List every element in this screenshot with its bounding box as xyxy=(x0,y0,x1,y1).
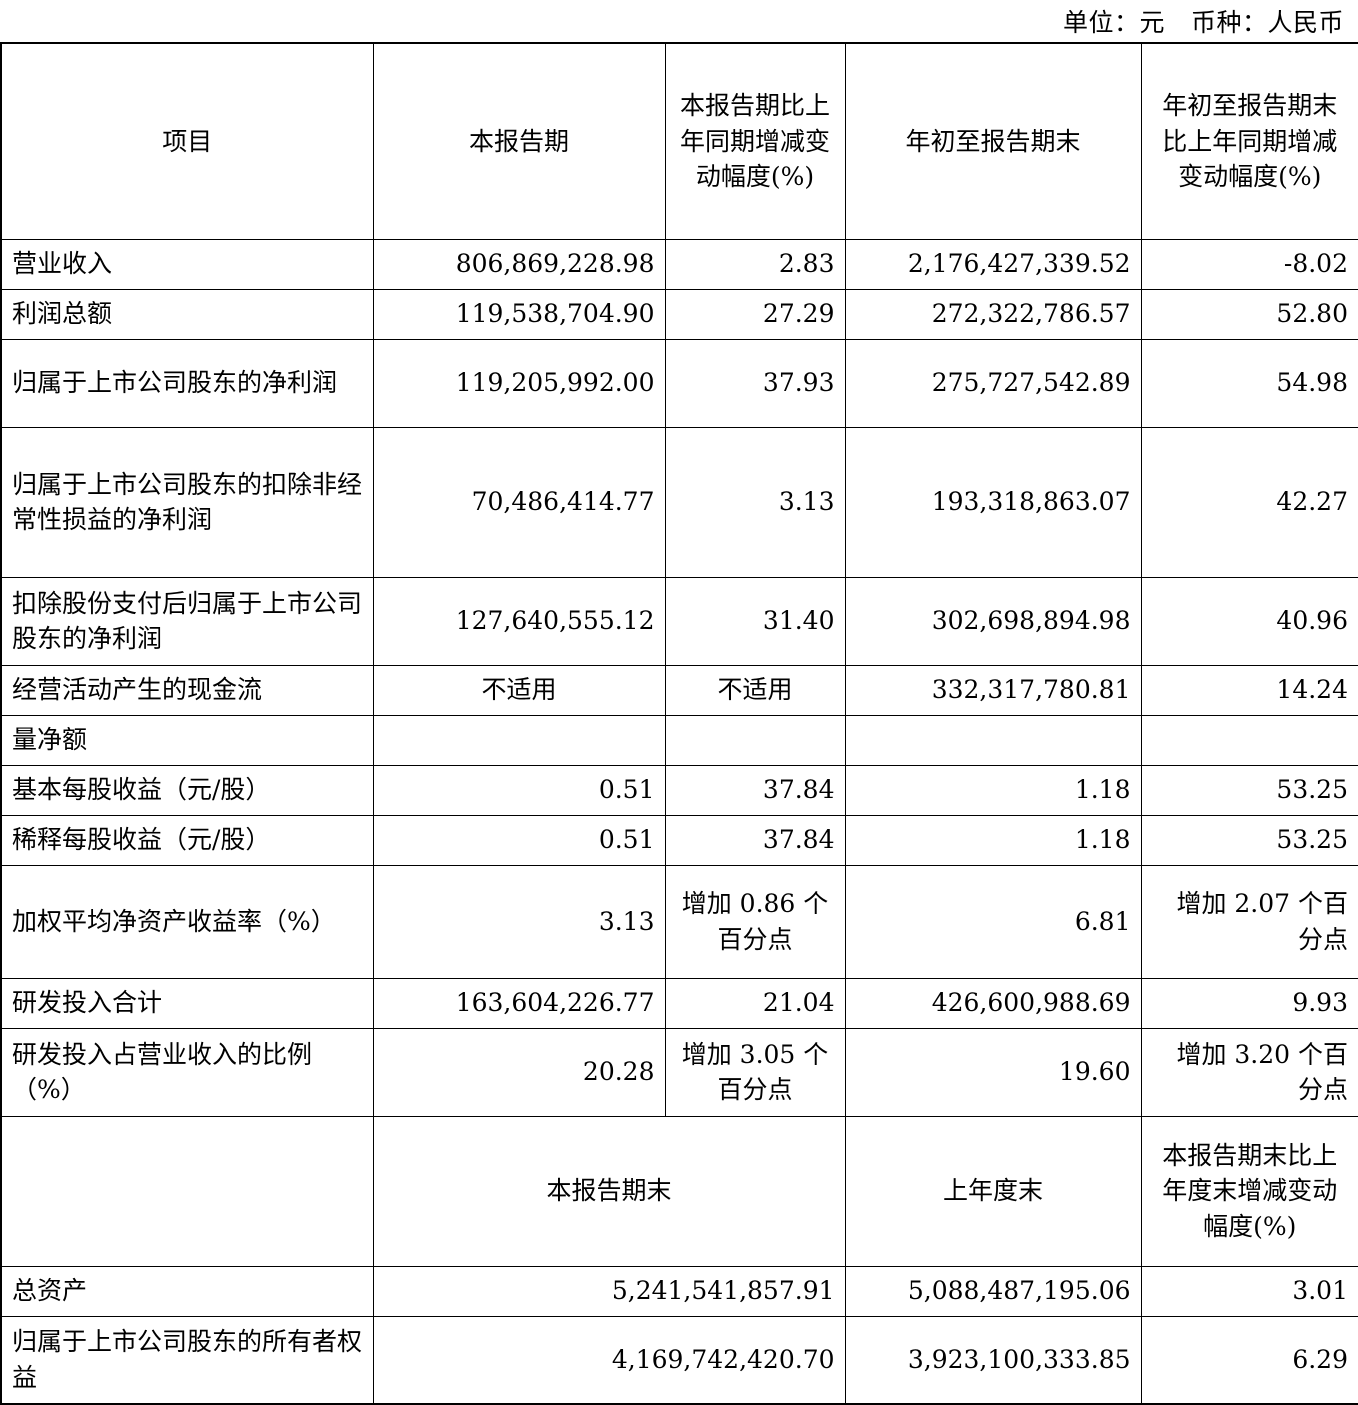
row-label: 研发投入合计 xyxy=(0,977,374,1029)
row-value: 增加 3.20 个百分点 xyxy=(1140,1027,1358,1117)
row-value: 70,486,414.77 xyxy=(372,426,666,578)
table-row: 营业收入 806,869,228.98 2.83 2,176,427,339.5… xyxy=(0,238,1358,290)
header-prev-year-end: 上年度末 xyxy=(844,1115,1142,1267)
row-value: 0.51 xyxy=(372,814,666,866)
table-row: 总资产 5,241,541,857.91 5,088,487,195.06 3.… xyxy=(0,1265,1358,1317)
row-value: 42.27 xyxy=(1140,426,1358,578)
row-value xyxy=(1140,714,1358,766)
row-value: 增加 2.07 个百分点 xyxy=(1140,864,1358,979)
table-row: 利润总额 119,538,704.90 27.29 272,322,786.57… xyxy=(0,288,1358,340)
row-label: 归属于上市公司股东的所有者权益 xyxy=(0,1315,374,1405)
table-row: 扣除股份支付后归属于上市公司股东的净利润 127,640,555.12 31.4… xyxy=(0,576,1358,666)
row-label: 利润总额 xyxy=(0,288,374,340)
row-value xyxy=(372,714,666,766)
row-label: 营业收入 xyxy=(0,238,374,290)
row-value: 272,322,786.57 xyxy=(844,288,1142,340)
row-value: 不适用 xyxy=(372,664,666,716)
row-value: 6.81 xyxy=(844,864,1142,979)
row-value: -8.02 xyxy=(1140,238,1358,290)
row-value: 21.04 xyxy=(664,977,846,1029)
row-label: 量净额 xyxy=(0,714,374,766)
financial-summary-table: 项目 本报告期 本报告期比上年同期增减变动幅度(%) 年初至报告期末 年初至报告… xyxy=(0,42,1358,1405)
row-value: 119,205,992.00 xyxy=(372,338,666,428)
row-value: 37.84 xyxy=(664,814,846,866)
row-value: 0.51 xyxy=(372,764,666,816)
row-value: 332,317,780.81 xyxy=(844,664,1142,716)
currency-label: 币种：人民币 xyxy=(1190,8,1344,37)
header-balance-change: 本报告期末比上年度末增减变动幅度(%) xyxy=(1140,1115,1358,1267)
table-row: 量净额 xyxy=(0,714,1358,766)
table-header-row-main: 项目 本报告期 本报告期比上年同期增减变动幅度(%) 年初至报告期末 年初至报告… xyxy=(0,42,1358,240)
row-label: 经营活动产生的现金流 xyxy=(0,664,374,716)
row-value: 40.96 xyxy=(1140,576,1358,666)
table-row: 加权平均净资产收益率（%） 3.13 增加 0.86 个百分点 6.81 增加 … xyxy=(0,864,1358,979)
row-value: 53.25 xyxy=(1140,764,1358,816)
row-value: 3.13 xyxy=(372,864,666,979)
row-value: 3,923,100,333.85 xyxy=(844,1315,1142,1405)
table-row: 归属于上市公司股东的净利润 119,205,992.00 37.93 275,7… xyxy=(0,338,1358,428)
row-value: 54.98 xyxy=(1140,338,1358,428)
row-value: 37.93 xyxy=(664,338,846,428)
table-header-row-balance: 本报告期末 上年度末 本报告期末比上年度末增减变动幅度(%) xyxy=(0,1115,1358,1267)
header-item: 项目 xyxy=(0,42,374,240)
row-value: 4,169,742,420.70 xyxy=(372,1315,846,1405)
row-value: 5,241,541,857.91 xyxy=(372,1265,846,1317)
header-current-yoy: 本报告期比上年同期增减变动幅度(%) xyxy=(664,42,846,240)
row-value: 增加 3.05 个百分点 xyxy=(664,1027,846,1117)
row-label: 归属于上市公司股东的扣除非经常性损益的净利润 xyxy=(0,426,374,578)
row-value: 不适用 xyxy=(664,664,846,716)
row-value: 9.93 xyxy=(1140,977,1358,1029)
row-label: 扣除股份支付后归属于上市公司股东的净利润 xyxy=(0,576,374,666)
row-value: 127,640,555.12 xyxy=(372,576,666,666)
row-value: 806,869,228.98 xyxy=(372,238,666,290)
header-ytd-yoy: 年初至报告期末比上年同期增减变动幅度(%) xyxy=(1140,42,1358,240)
row-label: 归属于上市公司股东的净利润 xyxy=(0,338,374,428)
row-label: 基本每股收益（元/股） xyxy=(0,764,374,816)
row-value: 5,088,487,195.06 xyxy=(844,1265,1142,1317)
row-value: 2,176,427,339.52 xyxy=(844,238,1142,290)
row-value: 163,604,226.77 xyxy=(372,977,666,1029)
table-row: 研发投入占营业收入的比例（%） 20.28 增加 3.05 个百分点 19.60… xyxy=(0,1027,1358,1117)
table-row: 基本每股收益（元/股） 0.51 37.84 1.18 53.25 xyxy=(0,764,1358,816)
table-row: 经营活动产生的现金流 不适用 不适用 332,317,780.81 14.24 xyxy=(0,664,1358,716)
table-row: 归属于上市公司股东的扣除非经常性损益的净利润 70,486,414.77 3.1… xyxy=(0,426,1358,578)
header-period-end: 本报告期末 xyxy=(372,1115,846,1267)
unit-label: 单位：元 xyxy=(1062,8,1165,37)
row-value: 14.24 xyxy=(1140,664,1358,716)
row-value: 119,538,704.90 xyxy=(372,288,666,340)
row-value: 52.80 xyxy=(1140,288,1358,340)
row-label: 研发投入占营业收入的比例（%） xyxy=(0,1027,374,1117)
row-value: 6.29 xyxy=(1140,1315,1358,1405)
row-value: 426,600,988.69 xyxy=(844,977,1142,1029)
row-value: 31.40 xyxy=(664,576,846,666)
header-current: 本报告期 xyxy=(372,42,666,240)
row-value xyxy=(664,714,846,766)
row-value: 302,698,894.98 xyxy=(844,576,1142,666)
row-value: 20.28 xyxy=(372,1027,666,1117)
row-value: 53.25 xyxy=(1140,814,1358,866)
row-value: 193,318,863.07 xyxy=(844,426,1142,578)
row-value: 2.83 xyxy=(664,238,846,290)
unit-currency-line: 单位：元 币种：人民币 xyxy=(0,0,1358,42)
table-row: 研发投入合计 163,604,226.77 21.04 426,600,988.… xyxy=(0,977,1358,1029)
header-balance-item xyxy=(0,1115,374,1267)
row-value xyxy=(844,714,1142,766)
table-row: 归属于上市公司股东的所有者权益 4,169,742,420.70 3,923,1… xyxy=(0,1315,1358,1405)
header-ytd: 年初至报告期末 xyxy=(844,42,1142,240)
row-value: 3.01 xyxy=(1140,1265,1358,1317)
row-value: 1.18 xyxy=(844,764,1142,816)
row-label: 加权平均净资产收益率（%） xyxy=(0,864,374,979)
row-value: 275,727,542.89 xyxy=(844,338,1142,428)
row-value: 增加 0.86 个百分点 xyxy=(664,864,846,979)
row-value: 27.29 xyxy=(664,288,846,340)
row-label: 总资产 xyxy=(0,1265,374,1317)
table-row: 稀释每股收益（元/股） 0.51 37.84 1.18 53.25 xyxy=(0,814,1358,866)
row-value: 1.18 xyxy=(844,814,1142,866)
row-value: 37.84 xyxy=(664,764,846,816)
row-value: 3.13 xyxy=(664,426,846,578)
row-label: 稀释每股收益（元/股） xyxy=(0,814,374,866)
row-value: 19.60 xyxy=(844,1027,1142,1117)
